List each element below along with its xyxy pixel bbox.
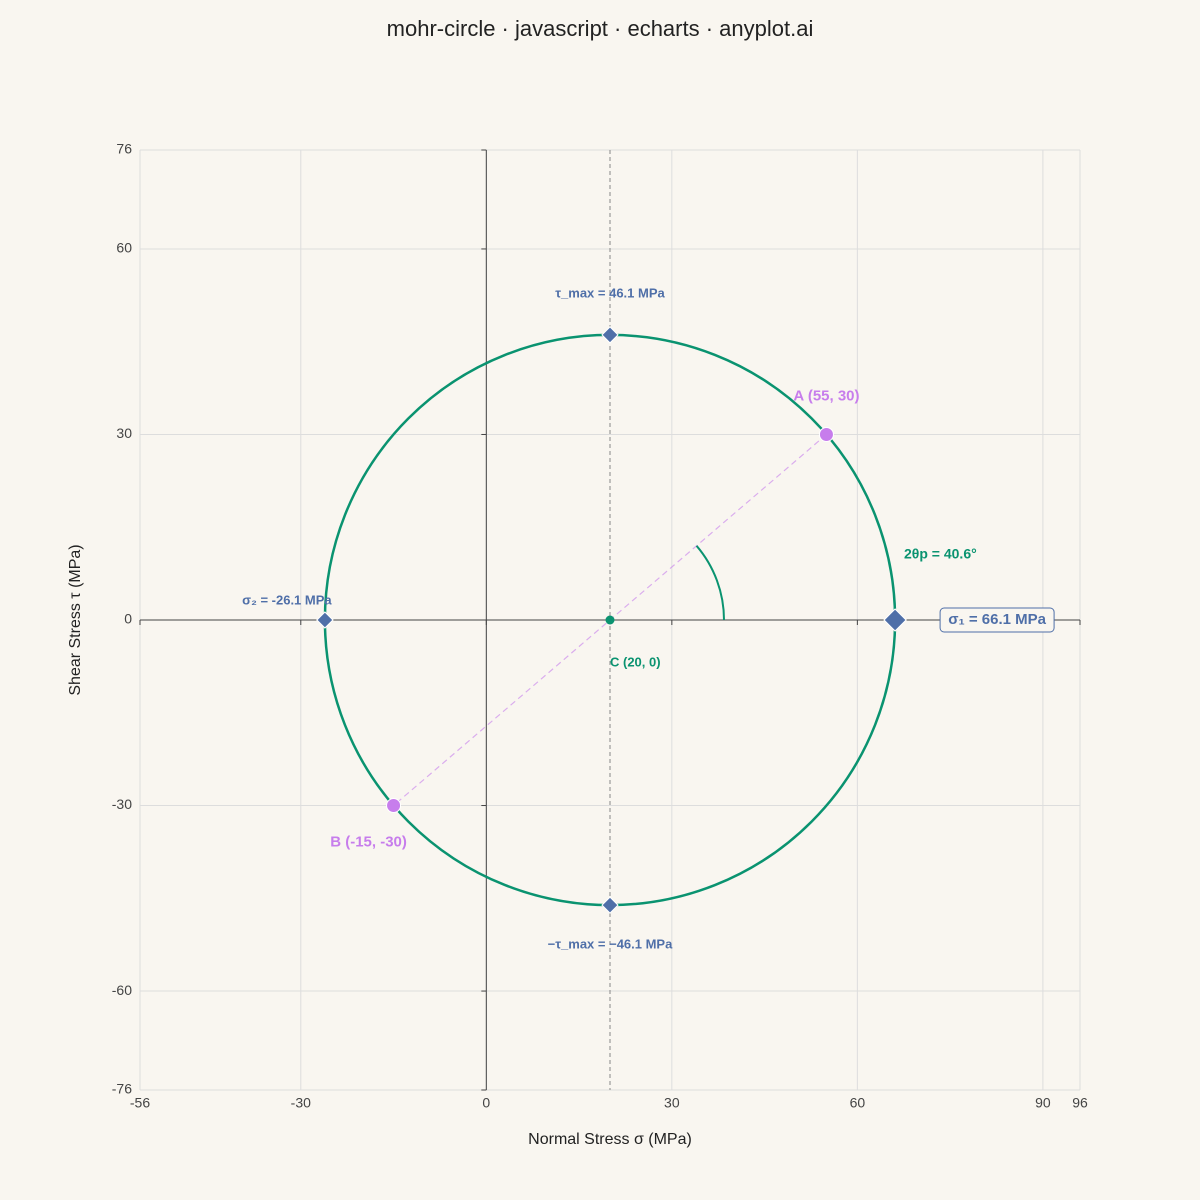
x-axis-label: Normal Stress σ (MPa) xyxy=(528,1131,692,1148)
shear-label: τ_max = 46.1 MPa xyxy=(555,285,665,300)
x-tick-label: 90 xyxy=(1035,1095,1051,1111)
y-tick-label: 30 xyxy=(116,425,132,441)
x-tick-label: 0 xyxy=(482,1095,490,1111)
x-tick-label: 96 xyxy=(1072,1095,1088,1111)
stress-label: A (55, 30) xyxy=(793,387,859,404)
y-axis-label: Shear Stress τ (MPa) xyxy=(67,544,84,695)
principal-label: σ₂ = -26.1 MPa xyxy=(242,592,332,607)
shear-label: −τ_max = −46.1 MPa xyxy=(548,937,673,952)
shear-point xyxy=(601,326,619,344)
chart-title: mohr-circle · javascript · echarts · any… xyxy=(387,16,814,41)
x-tick-label: -30 xyxy=(291,1095,311,1111)
y-tick-label: 60 xyxy=(116,240,132,256)
stress-point xyxy=(386,798,402,814)
x-tick-label: 60 xyxy=(850,1095,866,1111)
center-point xyxy=(605,615,615,625)
shear-point xyxy=(601,896,619,914)
stress-label: B (-15, -30) xyxy=(330,833,407,850)
y-tick-label: -60 xyxy=(112,982,132,998)
principal-point xyxy=(316,611,334,629)
y-tick-label: -30 xyxy=(112,796,132,812)
y-tick-label: 0 xyxy=(124,611,132,627)
center-label: C (20, 0) xyxy=(610,654,661,669)
angle-label: 2θp = 40.6° xyxy=(904,546,977,562)
y-tick-label: 76 xyxy=(116,141,132,157)
stress-point xyxy=(818,426,834,442)
x-tick-label: -56 xyxy=(130,1095,150,1111)
label-box xyxy=(939,607,1055,633)
principal-label: σ₁ = 66.1 MPa xyxy=(948,611,1046,628)
principal-point xyxy=(883,608,907,632)
angle-arc xyxy=(695,545,725,621)
x-tick-label: 30 xyxy=(664,1095,680,1111)
y-tick-label: -76 xyxy=(112,1081,132,1097)
